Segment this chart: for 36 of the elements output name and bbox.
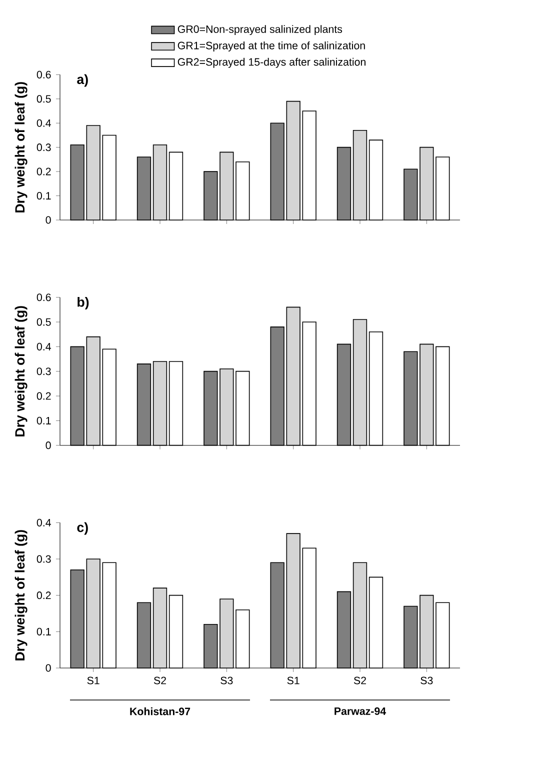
y-tick-label: 0.4 [36, 119, 51, 127]
x-tick-label: S3 [220, 676, 233, 684]
y-tick-label: 0.1 [36, 416, 51, 424]
y-tick-label: 0.3 [36, 555, 51, 563]
legend-label: GR2=Sprayed 15-days after salinization [178, 58, 366, 68]
y-tick-label: 0.5 [36, 318, 51, 326]
x-tick-label: S1 [87, 676, 100, 684]
y-tick-label: 0.2 [36, 592, 51, 600]
x-tick-label: S2 [354, 676, 366, 684]
y-tick-label: 0.3 [36, 144, 51, 152]
x-tick-label: S2 [154, 676, 166, 684]
y-tick-label: 0.1 [36, 192, 51, 200]
y-tick-label: 0.2 [36, 168, 51, 176]
y-tick-label: 0.4 [36, 342, 51, 350]
y-axis-title: Dry weight of leaf (g) [14, 306, 28, 436]
y-tick-label: 0.1 [36, 628, 51, 636]
y-tick-label: 0 [46, 442, 51, 450]
text: Parwaz-94 [334, 707, 386, 715]
y-tick-label: 0 [46, 216, 51, 224]
y-tick-label: 0 [46, 664, 51, 672]
chart-title: b) [77, 297, 88, 310]
y-tick-label: 0.6 [36, 294, 51, 302]
y-tick-label: 0.6 [36, 70, 51, 78]
chart-title: a) [76, 74, 88, 87]
y-tick-label: 0.5 [36, 95, 51, 103]
x-tick-label: S3 [420, 676, 433, 684]
legend-label: GR0=Non-sprayed salinized plants [178, 25, 342, 36]
y-axis-title: Dry weight of leaf (g) [14, 530, 28, 660]
legend-label: GR1=Sprayed at the time of salinization [178, 41, 365, 52]
y-tick-label: 0.4 [36, 518, 51, 526]
y-tick-label: 0.3 [36, 368, 51, 376]
chart-title: c) [77, 522, 88, 535]
text: Kohistan-97 [130, 707, 190, 716]
y-tick-label: 0.2 [36, 392, 51, 400]
x-tick-label: S1 [287, 676, 300, 684]
y-axis-title: Dry weight of leaf (g) [14, 82, 28, 212]
